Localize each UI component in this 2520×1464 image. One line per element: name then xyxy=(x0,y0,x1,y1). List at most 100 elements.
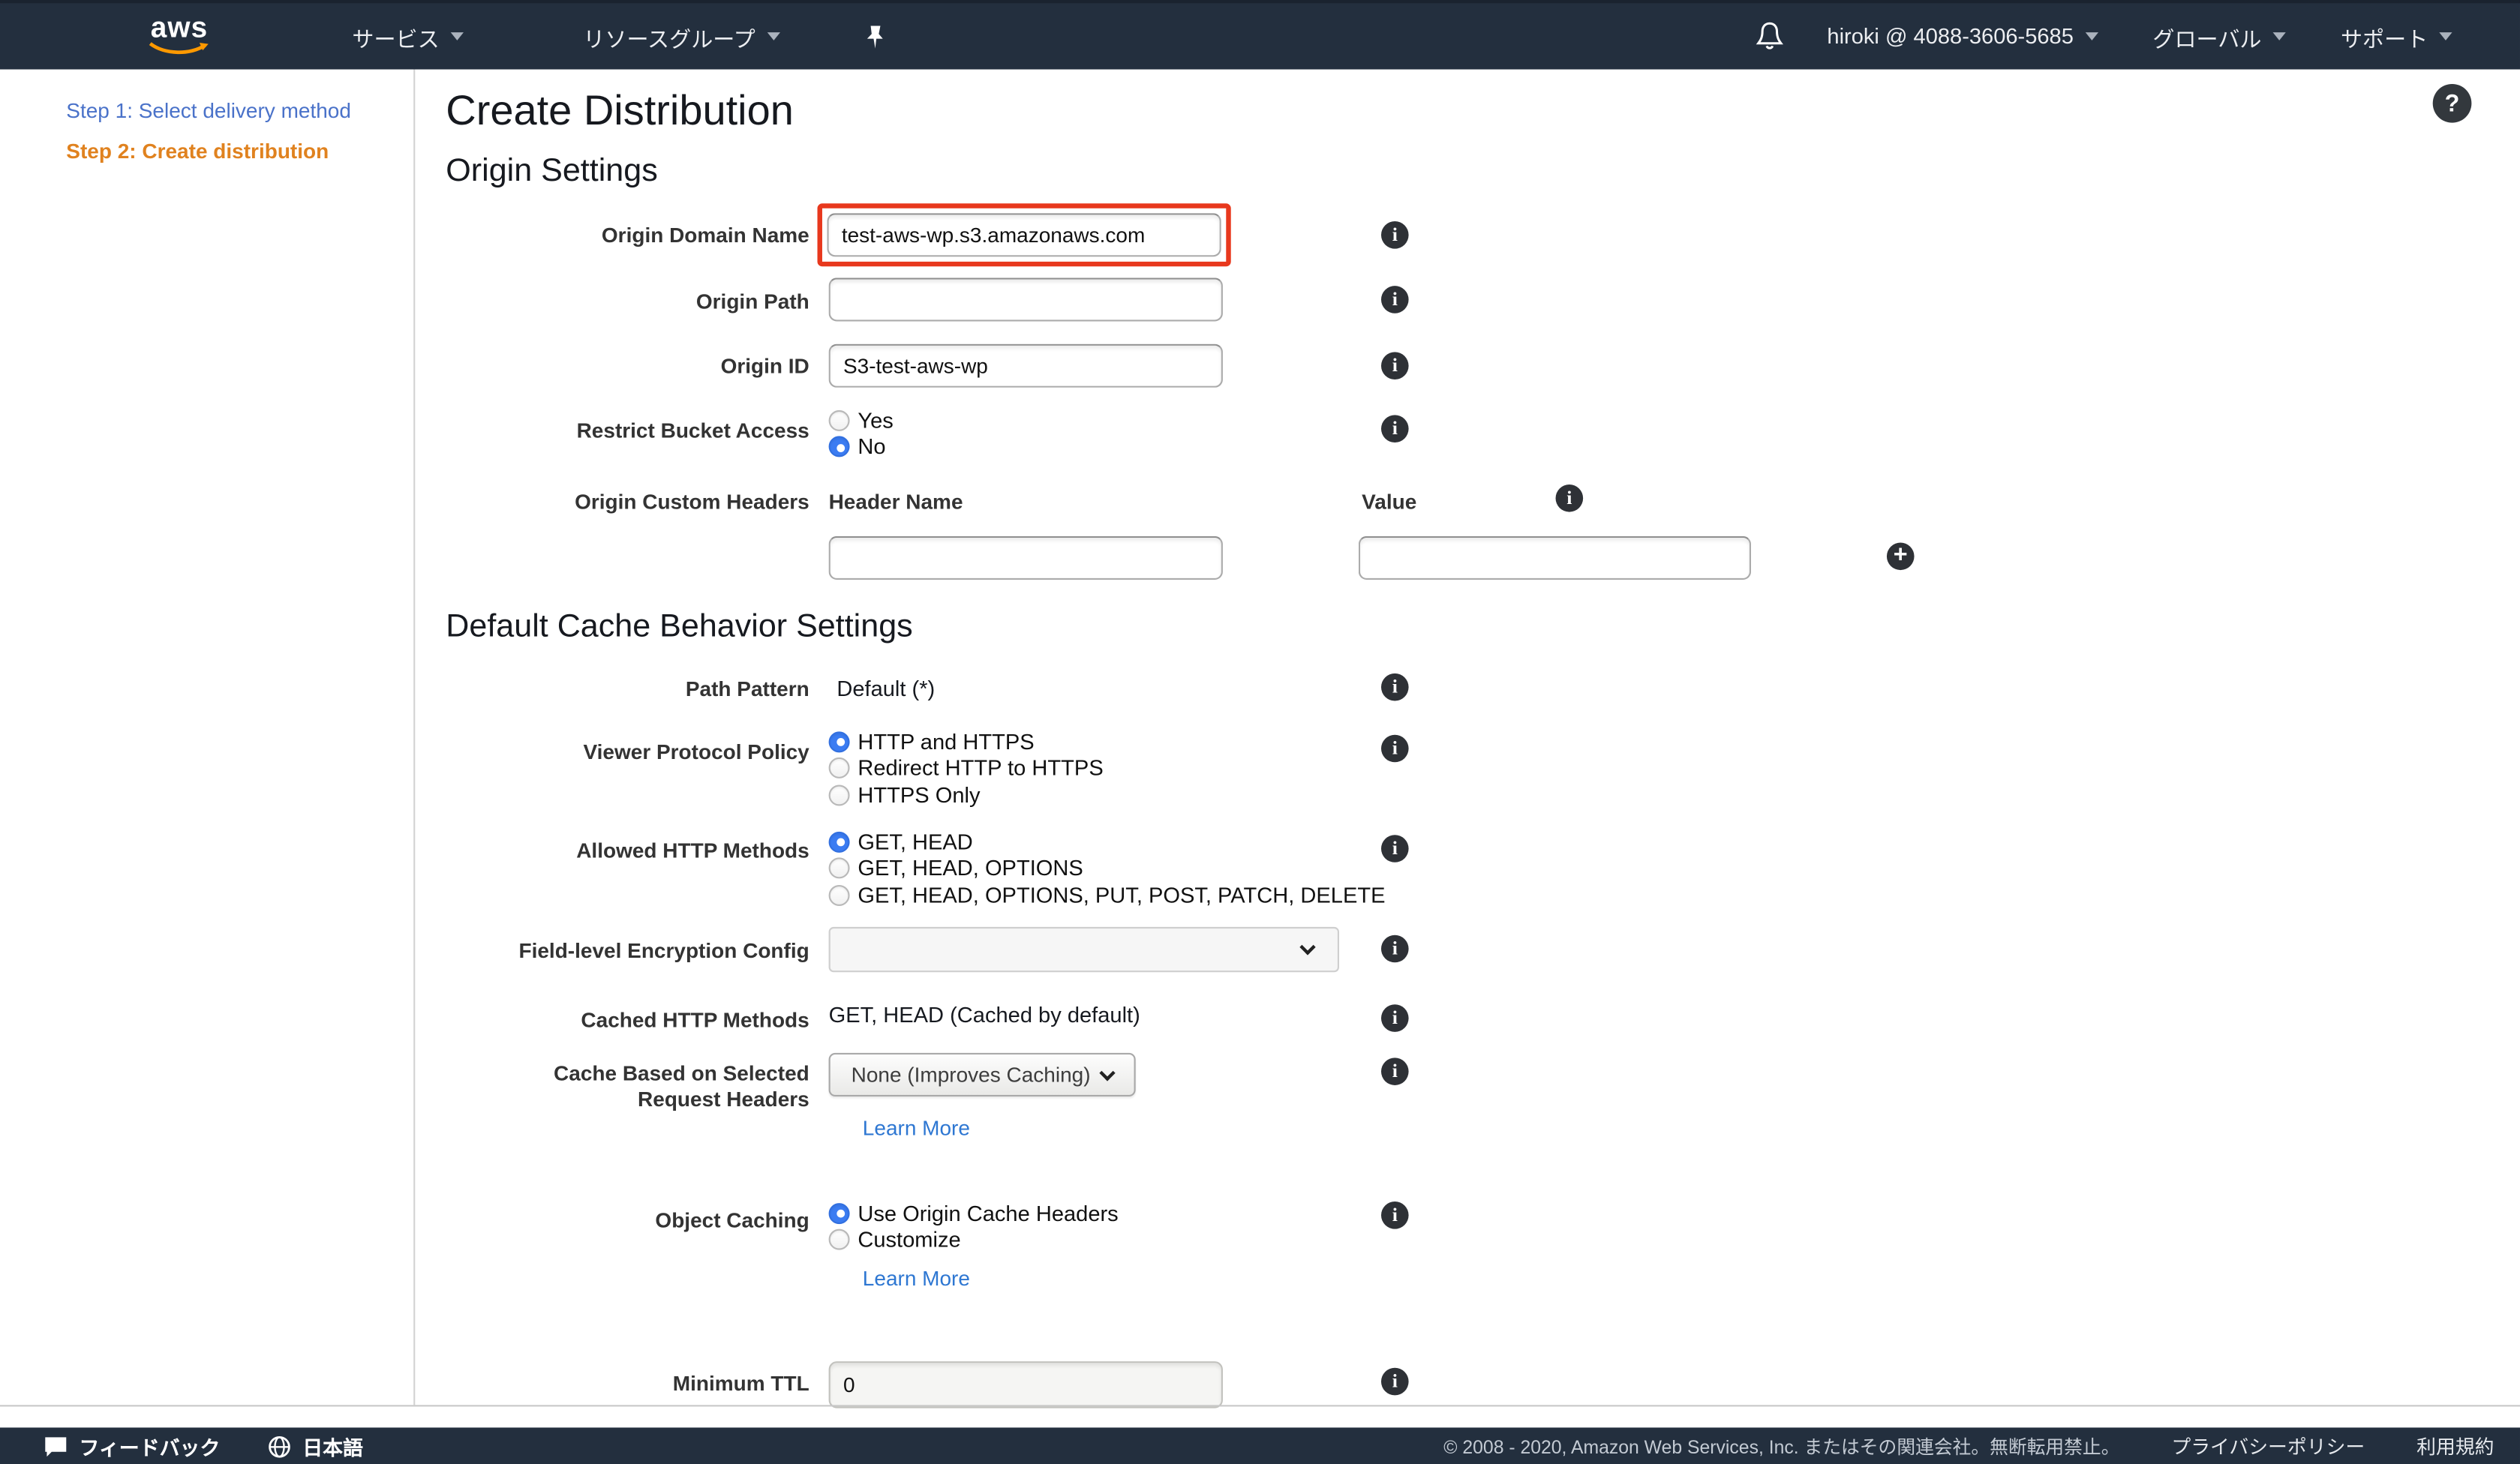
path-pattern-label: Path Pattern xyxy=(685,676,809,701)
info-icon[interactable] xyxy=(1380,835,1409,862)
info-icon[interactable] xyxy=(1380,1058,1409,1085)
info-icon[interactable] xyxy=(1380,934,1409,963)
field-level-encryption-label: Field-level Encryption Config xyxy=(518,938,809,963)
globe-icon xyxy=(269,1435,291,1457)
custom-header-name-input[interactable] xyxy=(828,536,1223,580)
allowed-methods-option-label: GET, HEAD xyxy=(858,830,973,854)
allowed-http-methods-group: GET, HEAD GET, HEAD, OPTIONS GET, HEAD, … xyxy=(828,829,1386,909)
nav-resource-groups-menu[interactable]: リソースグループ xyxy=(583,20,779,52)
field-level-encryption-select[interactable] xyxy=(828,926,1340,973)
info-icon[interactable] xyxy=(1380,415,1409,442)
radio-selected-icon[interactable] xyxy=(828,436,850,458)
radio-selected-icon[interactable] xyxy=(828,1202,850,1224)
radio-icon[interactable] xyxy=(828,784,850,806)
restrict-yes-option[interactable]: Yes xyxy=(828,407,894,434)
radio-selected-icon[interactable] xyxy=(828,730,850,752)
viewer-policy-option-label: HTTP and HTTPS xyxy=(858,729,1035,754)
origin-path-input[interactable] xyxy=(828,278,1223,322)
info-icon[interactable] xyxy=(1380,1367,1409,1396)
object-caching-option-label: Customize xyxy=(858,1227,961,1252)
feedback-button[interactable]: フィードバック xyxy=(44,1431,220,1462)
viewer-policy-option-label: Redirect HTTP to HTTPS xyxy=(858,756,1104,781)
cache-based-headers-label-line1: Cache Based on Selected xyxy=(554,1060,809,1085)
support-menu[interactable]: サポート xyxy=(2341,20,2452,52)
object-caching-option[interactable]: Use Origin Cache Headers xyxy=(828,1200,1119,1227)
radio-icon[interactable] xyxy=(828,410,850,431)
chevron-down-icon xyxy=(2272,32,2286,40)
pin-shortcut-button[interactable] xyxy=(864,23,885,49)
aws-smile-icon xyxy=(149,42,209,55)
account-menu[interactable]: hiroki @ 4088-3606-5685 xyxy=(1827,24,2098,49)
chevron-down-icon xyxy=(2084,32,2098,40)
info-icon[interactable] xyxy=(1555,484,1584,512)
object-caching-group: Use Origin Cache Headers Customize xyxy=(828,1200,1119,1253)
pushpin-icon xyxy=(866,25,882,48)
cache-based-headers-label: Cache Based on Selected Request Headers xyxy=(415,1061,809,1113)
object-caching-option[interactable]: Customize xyxy=(828,1226,1119,1253)
info-icon[interactable] xyxy=(1380,734,1409,763)
copyright-text: © 2008 - 2020, Amazon Web Services, Inc.… xyxy=(1443,1438,2120,1458)
nav-services-label: サービス xyxy=(352,26,440,51)
privacy-policy-link[interactable]: プライバシーポリシー xyxy=(2171,1436,2365,1459)
viewer-policy-option[interactable]: HTTPS Only xyxy=(828,782,1104,808)
nav-services-menu[interactable]: サービス xyxy=(352,20,464,52)
info-icon[interactable] xyxy=(1380,286,1409,314)
value-column-label: Value xyxy=(1362,489,1417,514)
chevron-down-icon xyxy=(1299,939,1316,956)
radio-icon[interactable] xyxy=(828,758,850,779)
radio-selected-icon[interactable] xyxy=(828,831,850,853)
language-label: 日本語 xyxy=(302,1437,363,1460)
nav-right-group: hiroki @ 4088-3606-5685 グローバル サポート xyxy=(1756,20,2520,52)
cache-headers-learn-more-link[interactable]: Learn More xyxy=(862,1115,970,1141)
radio-icon[interactable] xyxy=(828,884,850,906)
help-button[interactable] xyxy=(2432,83,2472,123)
chevron-down-icon xyxy=(450,32,464,40)
cached-http-methods-label: Cached HTTP Methods xyxy=(581,1007,809,1032)
support-label: サポート xyxy=(2340,26,2428,51)
restrict-bucket-access-group: Yes No xyxy=(828,407,894,460)
wizard-steps-sidebar: Step 1: Select delivery method Step 2: C… xyxy=(0,69,416,1406)
cache-based-headers-dropdown[interactable]: None (Improves Caching) xyxy=(828,1052,1136,1097)
info-icon[interactable] xyxy=(1380,220,1409,249)
sidebar-step-1-link[interactable]: Step 1: Select delivery method xyxy=(66,98,351,123)
info-icon[interactable] xyxy=(1380,1004,1409,1032)
aws-logo[interactable]: aws xyxy=(142,13,216,57)
feedback-label: フィードバック xyxy=(79,1437,221,1460)
viewer-policy-option[interactable]: HTTP and HTTPS xyxy=(828,728,1104,755)
object-caching-learn-more-link[interactable]: Learn More xyxy=(862,1266,970,1291)
info-icon[interactable] xyxy=(1380,1201,1409,1229)
notifications-bell-icon[interactable] xyxy=(1756,21,1784,52)
restrict-yes-label: Yes xyxy=(858,408,894,433)
footer-right-group: © 2008 - 2020, Amazon Web Services, Inc.… xyxy=(1443,1432,2520,1460)
allowed-methods-option[interactable]: GET, HEAD xyxy=(828,829,1386,856)
cache-based-headers-label-line2: Request Headers xyxy=(638,1087,809,1112)
add-header-button[interactable] xyxy=(1886,541,1915,571)
language-selector[interactable]: 日本語 xyxy=(269,1431,363,1462)
content-bottom-divider xyxy=(0,1405,2520,1407)
origin-domain-name-input[interactable] xyxy=(827,213,1221,257)
restrict-bucket-access-label: Restrict Bucket Access xyxy=(576,418,809,442)
info-icon[interactable] xyxy=(1380,352,1409,380)
radio-icon[interactable] xyxy=(828,1229,850,1251)
info-icon[interactable] xyxy=(1380,673,1409,701)
main-content: Create Distribution Origin Settings Orig… xyxy=(415,69,2520,1408)
restrict-no-option[interactable]: No xyxy=(828,434,894,460)
custom-header-value-input[interactable] xyxy=(1358,536,1752,580)
origin-id-label: Origin ID xyxy=(720,353,809,378)
restrict-no-label: No xyxy=(858,434,886,460)
region-menu[interactable]: グローバル xyxy=(2152,20,2286,52)
allowed-methods-option[interactable]: GET, HEAD, OPTIONS xyxy=(828,855,1386,882)
minimum-ttl-input[interactable] xyxy=(828,1361,1223,1408)
cached-http-methods-value: GET, HEAD (Cached by default) xyxy=(828,1003,1140,1028)
origin-path-label: Origin Path xyxy=(695,289,809,314)
origin-id-input[interactable] xyxy=(828,344,1223,388)
region-label: グローバル xyxy=(2152,26,2262,51)
chevron-down-icon xyxy=(1099,1064,1116,1081)
radio-icon[interactable] xyxy=(828,857,850,879)
viewer-protocol-policy-label: Viewer Protocol Policy xyxy=(583,740,809,764)
allowed-methods-option-label: GET, HEAD, OPTIONS, PUT, POST, PATCH, DE… xyxy=(858,883,1386,908)
terms-of-use-link[interactable]: 利用規約 xyxy=(2416,1436,2494,1459)
allowed-methods-option[interactable]: GET, HEAD, OPTIONS, PUT, POST, PATCH, DE… xyxy=(828,882,1386,909)
viewer-policy-option[interactable]: Redirect HTTP to HTTPS xyxy=(828,755,1104,782)
